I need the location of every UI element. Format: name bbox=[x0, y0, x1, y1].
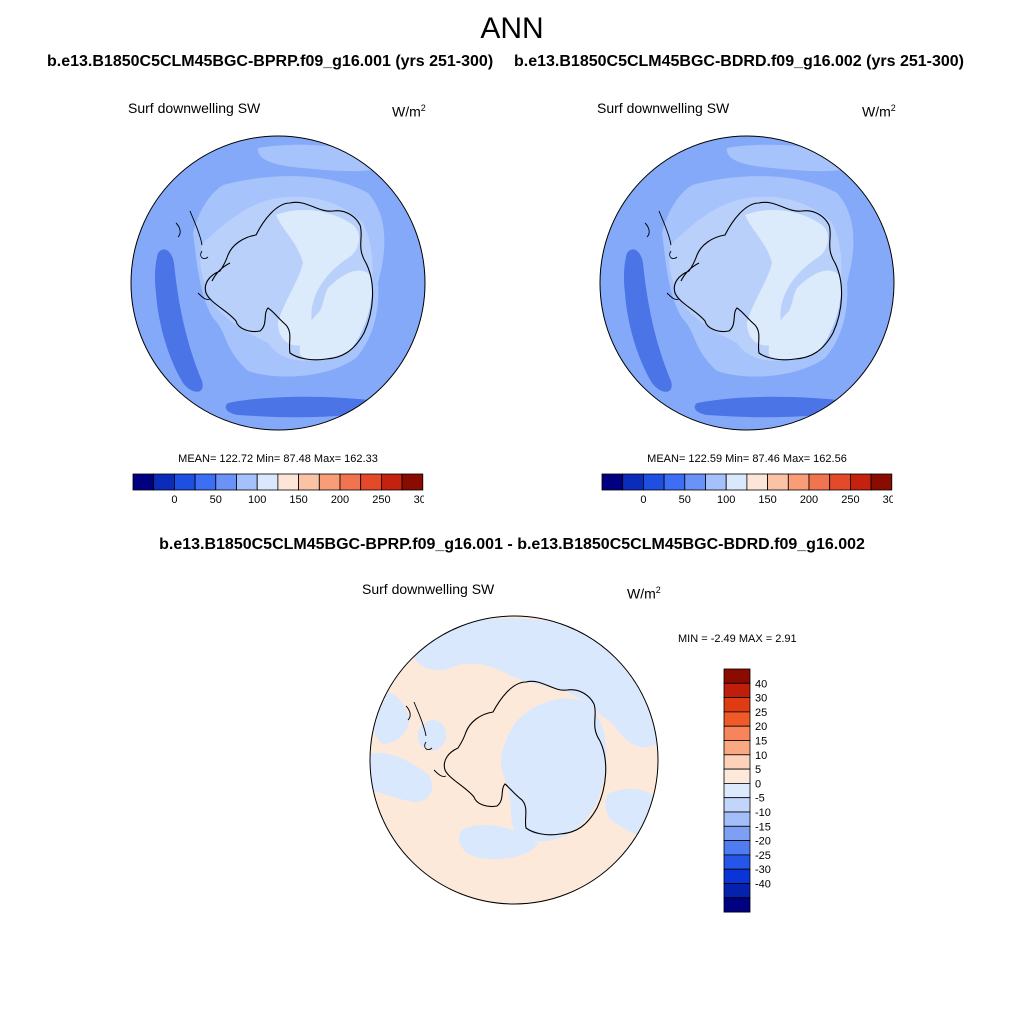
panel-2-polar-map bbox=[599, 135, 895, 431]
colorbar-swatch bbox=[723, 868, 751, 884]
colorbar-tick-label: -30 bbox=[755, 864, 771, 876]
colorbar-tick-label: 100 bbox=[248, 494, 266, 506]
colorbar-swatch bbox=[808, 473, 831, 491]
colorbar-swatch bbox=[829, 473, 851, 491]
colorbar-swatch bbox=[132, 473, 155, 491]
colorbar-swatch bbox=[643, 473, 665, 491]
panel-2-colorbar: 050100150200250300350 bbox=[601, 473, 942, 514]
colorbar-tick-label: 200 bbox=[800, 494, 818, 506]
colorbar-tick-label: 5 bbox=[755, 764, 761, 776]
colorbar-tick-label: 30 bbox=[755, 693, 767, 705]
colorbar-tick-label: -15 bbox=[755, 821, 771, 833]
colorbar-swatch bbox=[194, 473, 217, 491]
colorbar-swatch bbox=[380, 473, 403, 491]
colorbar-tick-label: 15 bbox=[755, 736, 767, 748]
panel-2-variable-label: Surf downwelling SW bbox=[597, 100, 730, 116]
colorbar-swatch bbox=[601, 473, 624, 491]
panel-2-stats: MEAN= 122.59 Min= 87.46 Max= 162.56 bbox=[647, 453, 847, 465]
colorbar-tick-label: -20 bbox=[755, 836, 771, 848]
colorbar-swatch bbox=[723, 725, 751, 741]
colorbar-tick-label: 50 bbox=[679, 494, 691, 506]
colorbar-swatch bbox=[767, 473, 789, 491]
panel-1-variable-label: Surf downwelling SW bbox=[128, 100, 261, 116]
panel-2-case-title: b.e13.B1850C5CLM45BGC-BDRD.f09_g16.002 (… bbox=[514, 53, 964, 70]
colorbar-swatch bbox=[622, 473, 644, 491]
colorbar-swatch bbox=[236, 473, 258, 491]
colorbar-tick-label: 250 bbox=[841, 494, 859, 506]
colorbar-swatch bbox=[870, 473, 893, 491]
colorbar-swatch bbox=[318, 473, 341, 491]
colorbar-tick-label: 150 bbox=[289, 494, 307, 506]
colorbar-swatch bbox=[684, 473, 706, 491]
colorbar-swatch bbox=[723, 697, 751, 713]
colorbar-swatch bbox=[723, 840, 751, 856]
diff-panel-variable-label: Surf downwelling SW bbox=[362, 581, 495, 597]
panel-1-units: W/m2 bbox=[392, 103, 426, 120]
colorbar-swatch bbox=[256, 473, 279, 491]
colorbar-swatch bbox=[339, 473, 362, 491]
colorbar-tick-label: 10 bbox=[755, 750, 767, 762]
colorbar-swatch bbox=[401, 473, 424, 491]
diff-colorbar: 40 30 25 20 15 10 5 0 -5 -10 -15 -20 -25 -30 -40 bbox=[723, 668, 803, 918]
colorbar-tick-label: 250 bbox=[372, 494, 390, 506]
panel-1-polar-map bbox=[130, 135, 426, 431]
diff-panel-polar-map bbox=[369, 615, 659, 905]
colorbar-swatch bbox=[723, 668, 751, 684]
colorbar-swatch bbox=[723, 711, 751, 727]
colorbar-swatch bbox=[723, 854, 751, 870]
colorbar-swatch bbox=[787, 473, 810, 491]
colorbar-swatch bbox=[663, 473, 686, 491]
colorbar-tick-label: 40 bbox=[755, 678, 767, 690]
colorbar-swatch bbox=[849, 473, 872, 491]
colorbar-swatch bbox=[723, 768, 751, 784]
colorbar-tick-label: 25 bbox=[755, 707, 767, 719]
colorbar-tick-label: 300 bbox=[414, 494, 424, 506]
colorbar-swatch bbox=[360, 473, 382, 491]
colorbar-tick-label: 0 bbox=[171, 494, 177, 506]
colorbar-tick-label: -40 bbox=[755, 879, 771, 891]
colorbar-swatch bbox=[723, 811, 751, 827]
colorbar-swatch bbox=[723, 783, 751, 799]
page-title: ANN bbox=[480, 12, 544, 45]
colorbar-swatch bbox=[705, 473, 727, 491]
colorbar-swatch bbox=[723, 825, 751, 842]
panel-1-case-title: b.e13.B1850C5CLM45BGC-BPRP.f09_g16.001 (… bbox=[47, 53, 494, 70]
colorbar-tick-label: 150 bbox=[758, 494, 776, 506]
colorbar-swatch bbox=[723, 883, 751, 899]
colorbar-tick-label: 20 bbox=[755, 721, 767, 733]
colorbar-swatch bbox=[725, 473, 748, 491]
diff-panel-title: b.e13.B1850C5CLM45BGC-BPRP.f09_g16.001 -… bbox=[159, 536, 865, 553]
colorbar-tick-label: -5 bbox=[755, 793, 765, 805]
colorbar-swatch bbox=[215, 473, 237, 491]
colorbar-swatch bbox=[723, 897, 751, 913]
colorbar-swatch bbox=[723, 682, 751, 699]
colorbar-tick-label: 50 bbox=[210, 494, 222, 506]
colorbar-tick-label: 0 bbox=[640, 494, 646, 506]
panel-2-units: W/m2 bbox=[862, 103, 896, 120]
colorbar-tick-label: 100 bbox=[717, 494, 735, 506]
colorbar-swatch bbox=[277, 473, 299, 491]
colorbar-swatch bbox=[723, 740, 751, 756]
colorbar-swatch bbox=[174, 473, 196, 491]
colorbar-swatch bbox=[723, 754, 751, 770]
diff-panel-stats: MIN = -2.49 MAX = 2.91 bbox=[678, 633, 797, 645]
colorbar-swatch bbox=[746, 473, 768, 491]
colorbar-tick-label: 0 bbox=[755, 778, 761, 790]
colorbar-tick-label: -10 bbox=[755, 807, 771, 819]
panel-1-colorbar: 050100150200250300350 bbox=[132, 473, 473, 514]
panel-1-stats: MEAN= 122.72 Min= 87.48 Max= 162.33 bbox=[178, 453, 378, 465]
colorbar-swatch bbox=[723, 797, 751, 813]
diff-panel-units: W/m2 bbox=[627, 585, 661, 602]
colorbar-swatch bbox=[153, 473, 175, 491]
colorbar-tick-label: -25 bbox=[755, 850, 771, 862]
colorbar-tick-label: 300 bbox=[883, 494, 893, 506]
colorbar-tick-label: 200 bbox=[331, 494, 349, 506]
colorbar-swatch bbox=[298, 473, 320, 491]
